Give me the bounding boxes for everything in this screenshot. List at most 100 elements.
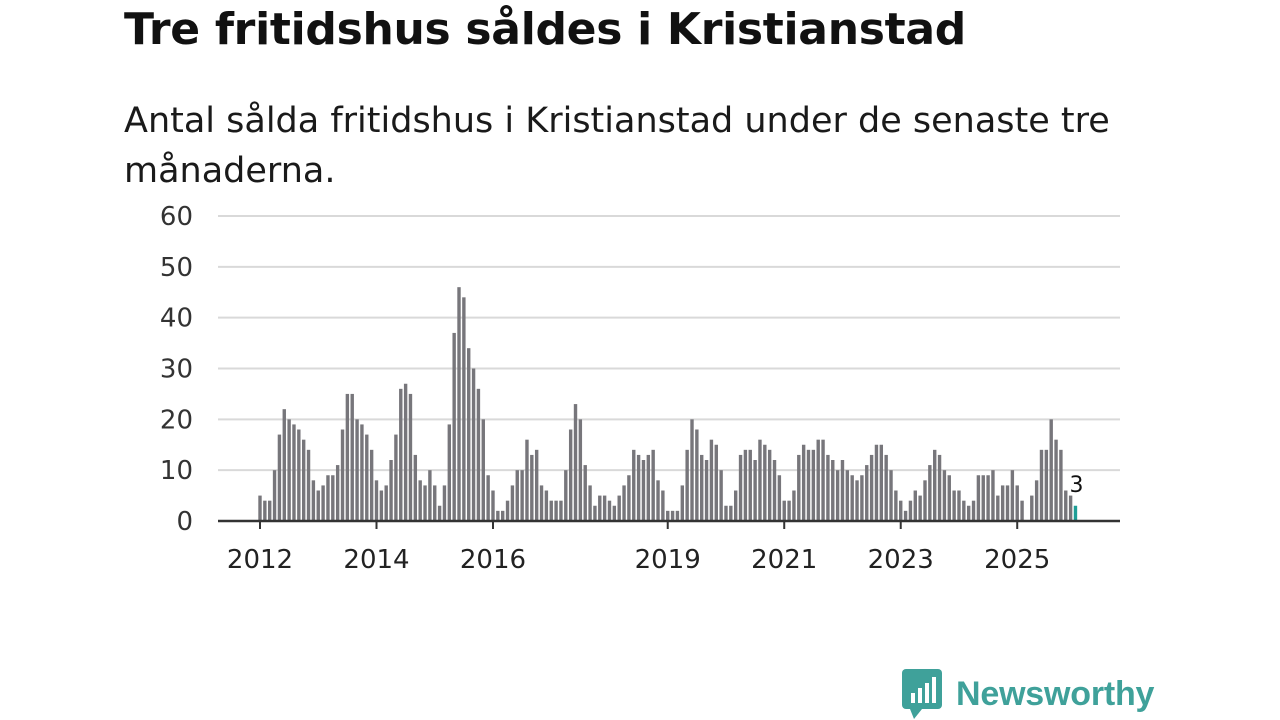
bar [908,500,913,521]
bar [942,470,947,521]
bar [729,505,733,521]
x-tick-label: 2012 [227,545,293,575]
bar [496,510,500,521]
bar [505,500,510,521]
bar [792,490,796,521]
bar [937,454,942,521]
bar [865,465,869,521]
bar [767,449,772,521]
bar [690,419,694,521]
bar [928,465,932,521]
bar [462,297,466,521]
bar [816,439,820,521]
bar [952,490,956,521]
bar [573,404,578,521]
latest-value-label: 3 [1069,473,1083,498]
bar [1020,500,1024,521]
bar [748,449,752,521]
bar [782,500,786,521]
bar [413,454,418,521]
bar [714,444,718,521]
bar [1054,439,1058,521]
bar [481,419,485,521]
bar [277,434,282,521]
y-tick-label: 30 [160,355,193,385]
bar [821,439,825,521]
bar [568,429,573,521]
bar [437,505,442,521]
bar [442,485,447,521]
bar [666,510,670,521]
bar [758,439,762,521]
newsworthy-logo-icon [902,669,942,719]
bar [636,454,641,521]
bar [763,444,767,521]
bar [622,485,626,521]
bar [1015,485,1019,521]
bar [845,470,850,521]
bar [355,419,359,521]
bar [855,480,859,521]
x-tick-label: 2019 [635,545,701,575]
bar [272,470,277,521]
bar [787,500,791,521]
bar [700,454,704,521]
bar [874,444,879,521]
y-tick-label: 50 [160,253,193,283]
bar [670,510,675,521]
bar [704,460,709,521]
bar [1010,470,1015,521]
bar [593,505,597,521]
bar [306,449,311,521]
bar [399,388,403,521]
bar [379,490,384,521]
bar [899,500,903,521]
bar [287,419,291,521]
bar [583,465,587,521]
bar [612,505,617,521]
bar [297,429,301,521]
bar [656,480,660,521]
bar [806,449,811,521]
bar [617,495,621,521]
bar [986,475,990,521]
bar [826,454,830,521]
bar [369,449,374,521]
bar [452,332,456,521]
bar [738,454,743,521]
bar [602,495,607,521]
bar-latest [1073,505,1078,521]
bar [661,490,665,521]
bar [360,424,364,521]
bar [258,495,262,521]
bar [743,449,748,521]
bar [991,470,995,521]
chart-title: Tre fritidshus såldes i Kristianstad [124,4,966,55]
bar [588,485,592,521]
bar [374,480,379,521]
bar [685,449,689,521]
bar [869,454,874,521]
bar [1030,495,1034,521]
bar [554,500,558,521]
bar [607,500,612,521]
bar [646,454,651,521]
bar [559,500,563,521]
bar [889,470,893,521]
bar [966,505,971,521]
x-tick-label: 2025 [984,545,1050,575]
bar [933,449,937,521]
bar [403,383,408,521]
bar [1034,480,1039,521]
bar [709,439,714,521]
bar [539,485,544,521]
bar [913,490,917,521]
bar [301,439,306,521]
newsworthy-logo-text: Newsworthy [956,674,1155,713]
bar [534,449,539,521]
bar [476,388,481,521]
bar [335,465,340,521]
bar [1068,495,1073,521]
bar [1039,449,1044,521]
bar [1049,419,1053,521]
